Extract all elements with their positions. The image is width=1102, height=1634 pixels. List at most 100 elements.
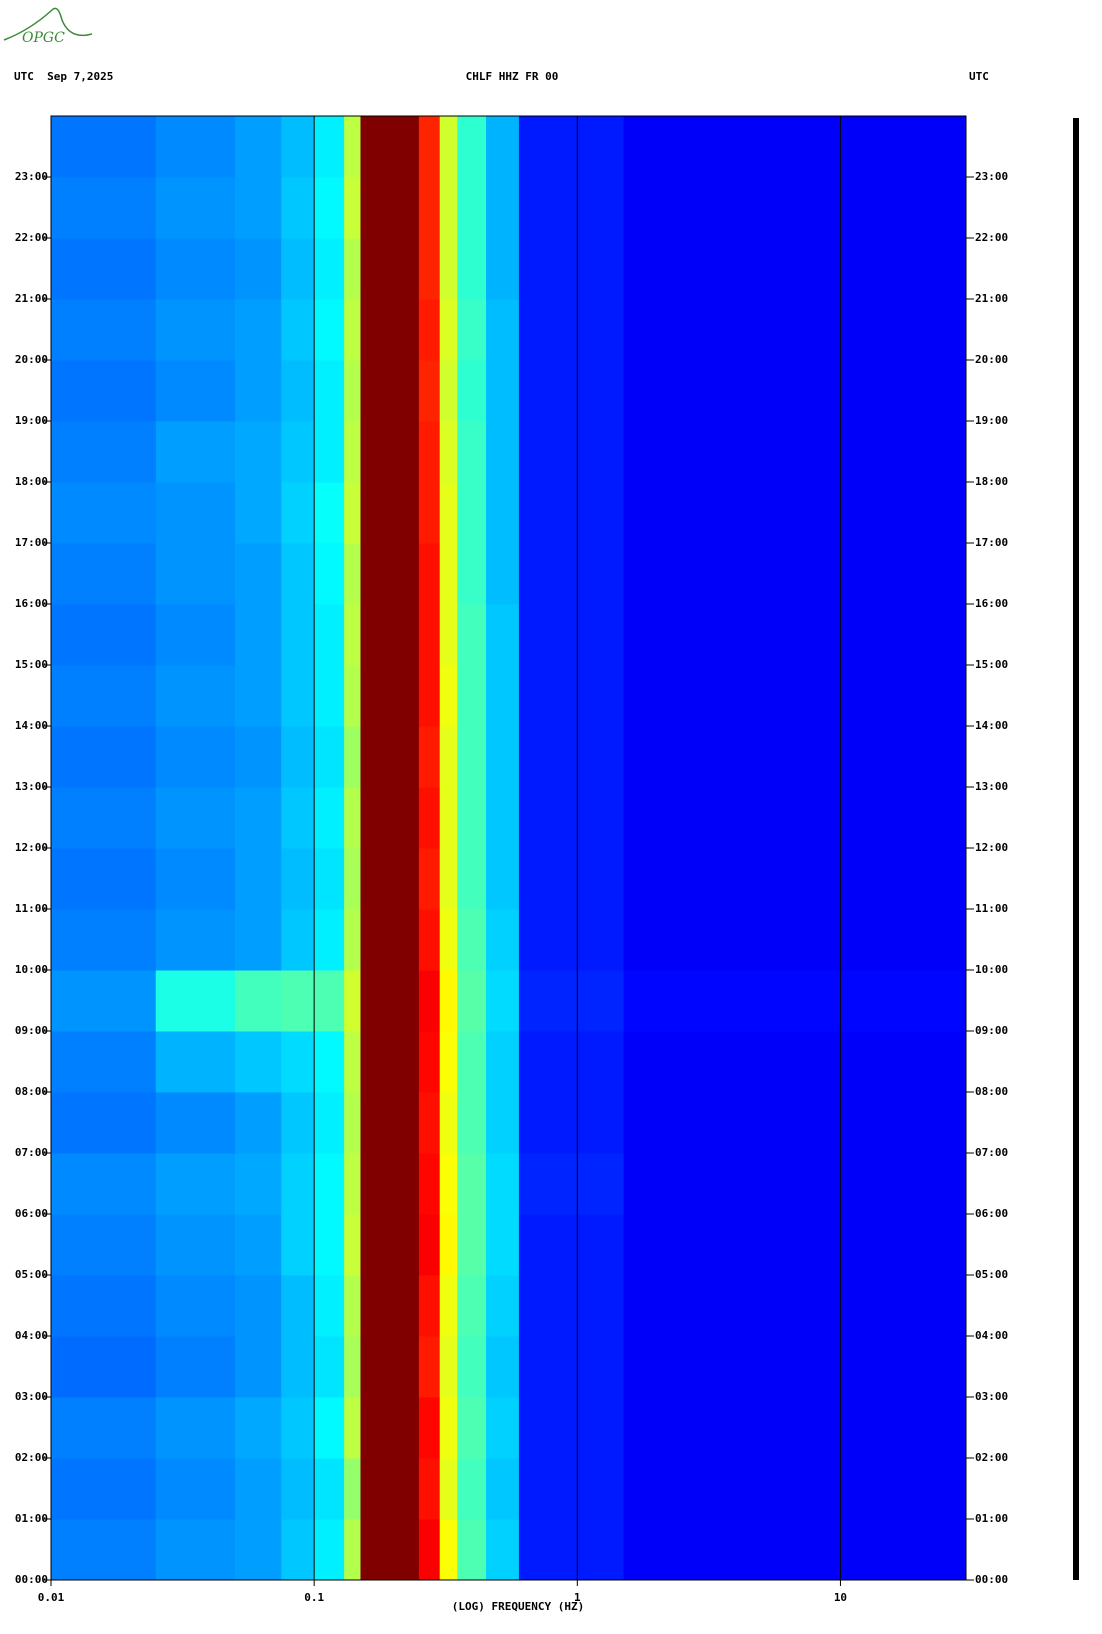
- spectrogram-cell: [155, 726, 236, 788]
- spectrogram-cell: [344, 1397, 361, 1459]
- spectrogram-cell: [155, 848, 236, 910]
- spectrogram-cell: [51, 726, 157, 788]
- spectrogram-cell: [439, 726, 458, 788]
- spectrogram-cell: [344, 299, 361, 361]
- spectrogram-cell: [281, 1031, 315, 1093]
- y-tick-label: 19:00: [975, 414, 1008, 427]
- y-tick-label: 13:00: [975, 780, 1008, 793]
- y-tick-label: 11:00: [15, 902, 48, 915]
- spectrogram-cell: [344, 848, 361, 910]
- spectrogram-cell: [457, 604, 487, 666]
- y-tick-label: 01:00: [975, 1512, 1008, 1525]
- spectrogram-cell: [281, 1214, 315, 1276]
- spectrogram-cell: [51, 482, 157, 544]
- spectrogram-cell: [457, 726, 487, 788]
- spectrogram-cell: [51, 421, 157, 483]
- spectrogram-cell: [439, 360, 458, 422]
- spectrogram-cell: [418, 1214, 441, 1276]
- spectrogram-cell: [439, 1092, 458, 1154]
- spectrogram-cell: [155, 1031, 236, 1093]
- y-tick-label: 03:00: [15, 1390, 48, 1403]
- y-tick-label: 21:00: [975, 292, 1008, 305]
- spectrogram-cell: [623, 116, 967, 178]
- spectrogram-cell: [457, 1519, 487, 1581]
- spectrogram-cell: [360, 177, 420, 239]
- y-tick-label: 08:00: [975, 1085, 1008, 1098]
- spectrogram-cell: [155, 1336, 236, 1398]
- spectrogram-cell: [344, 1153, 361, 1215]
- spectrogram-cell: [155, 482, 236, 544]
- spectrogram-cell: [344, 1458, 361, 1520]
- spectrogram-cell: [418, 177, 441, 239]
- spectrogram-cell: [439, 1519, 458, 1581]
- spectrogram-cell: [281, 116, 315, 178]
- spectrogram-cell: [623, 177, 967, 239]
- spectrogram-cell: [623, 787, 967, 849]
- spectrogram-cell: [344, 604, 361, 666]
- spectrogram-cell: [457, 1031, 487, 1093]
- spectrogram-cell: [360, 665, 420, 727]
- spectrogram-cell: [155, 177, 236, 239]
- spectrogram-cell: [234, 909, 282, 971]
- spectrogram-cell: [486, 238, 520, 300]
- spectrogram-cell: [518, 360, 625, 422]
- spectrogram-cell: [51, 1031, 157, 1093]
- spectrogram-cell: [623, 1153, 967, 1215]
- y-tick-label: 15:00: [975, 658, 1008, 671]
- spectrogram-cell: [418, 1092, 441, 1154]
- spectrogram-cell: [518, 1397, 625, 1459]
- spectrogram-cell: [51, 970, 157, 1032]
- y-tick-label: 16:00: [15, 597, 48, 610]
- spectrogram-cell: [314, 1275, 345, 1337]
- spectrogram-cell: [51, 116, 157, 178]
- spectrogram-cell: [518, 543, 625, 605]
- spectrogram-cell: [51, 848, 157, 910]
- spectrogram-cell: [281, 909, 315, 971]
- spectrogram-cell: [155, 1397, 236, 1459]
- y-tick-label: 02:00: [975, 1451, 1008, 1464]
- x-tick-label: 1: [574, 1591, 581, 1604]
- spectrogram-cell: [234, 848, 282, 910]
- spectrogram-cell: [314, 604, 345, 666]
- spectrogram-cell: [314, 1214, 345, 1276]
- spectrogram-cell: [457, 1214, 487, 1276]
- y-tick-label: 14:00: [975, 719, 1008, 732]
- spectrogram-cell: [281, 787, 315, 849]
- spectrogram-cell: [623, 604, 967, 666]
- spectrogram-cell: [234, 726, 282, 788]
- spectrogram-cell: [457, 360, 487, 422]
- spectrogram-cell: [418, 1519, 441, 1581]
- spectrogram-cell: [623, 1275, 967, 1337]
- spectrogram-cell: [314, 726, 345, 788]
- spectrogram-cell: [623, 970, 967, 1032]
- title-right: UTC: [969, 70, 989, 83]
- spectrogram-cell: [234, 787, 282, 849]
- spectrogram-cell: [234, 238, 282, 300]
- spectrogram-cell: [344, 1092, 361, 1154]
- spectrogram-cell: [314, 970, 345, 1032]
- y-tick-label: 05:00: [15, 1268, 48, 1281]
- spectrogram-cell: [623, 238, 967, 300]
- spectrogram-cell: [155, 299, 236, 361]
- spectrogram-cell: [344, 360, 361, 422]
- spectrogram-cell: [439, 177, 458, 239]
- spectrogram-cell: [51, 787, 157, 849]
- spectrogram-cell: [281, 1519, 315, 1581]
- spectrogram-cell: [314, 360, 345, 422]
- spectrogram-cell: [281, 299, 315, 361]
- spectrogram-cell: [360, 848, 420, 910]
- spectrogram-cell: [360, 970, 420, 1032]
- spectrogram-cell: [439, 604, 458, 666]
- spectrogram-cell: [360, 1153, 420, 1215]
- spectrogram-cell: [518, 1519, 625, 1581]
- spectrogram-cell: [457, 177, 487, 239]
- spectrogram-cell: [281, 238, 315, 300]
- spectrogram-cell: [457, 1092, 487, 1154]
- spectrogram-cell: [281, 1397, 315, 1459]
- spectrogram-cell: [314, 1092, 345, 1154]
- spectrogram-cell: [418, 787, 441, 849]
- spectrogram-cell: [314, 1519, 345, 1581]
- spectrogram-cell: [281, 177, 315, 239]
- spectrogram-cell: [155, 1275, 236, 1337]
- spectrogram-cell: [486, 1153, 520, 1215]
